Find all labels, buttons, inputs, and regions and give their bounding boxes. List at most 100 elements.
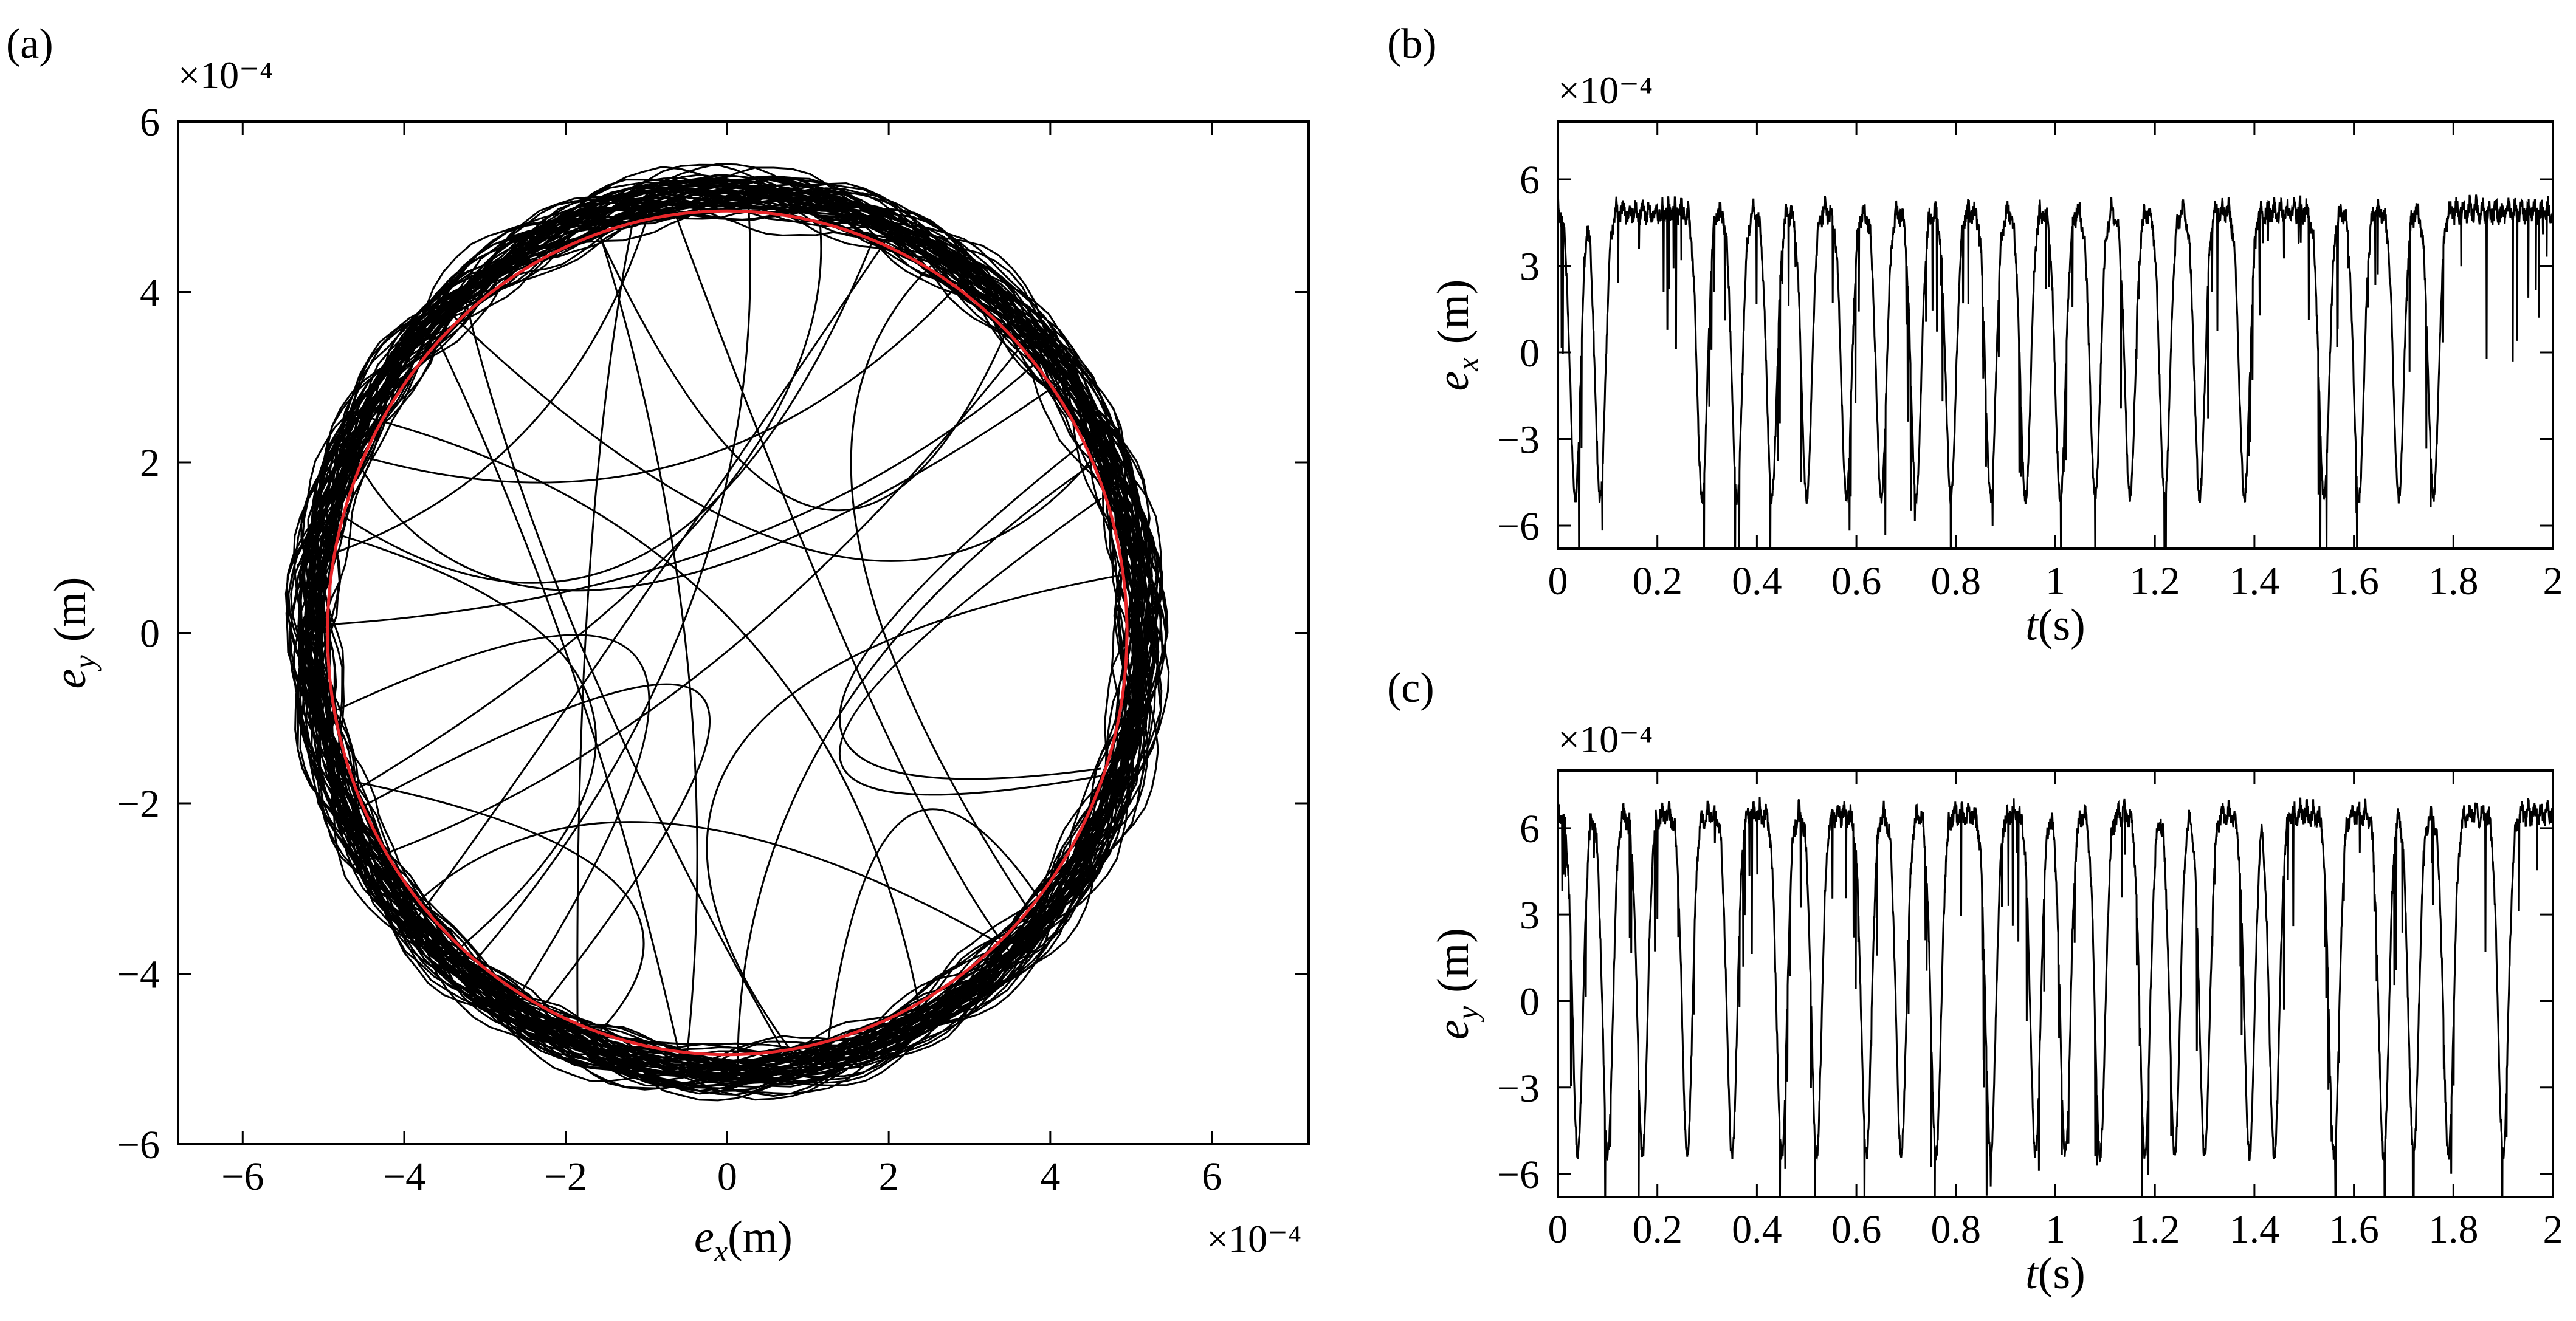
y-label-sub: x — [1450, 357, 1484, 371]
y-axis-label: ey (m) — [1428, 928, 1484, 1040]
x-tick-label: 1.6 — [2329, 559, 2379, 603]
plot-frame — [1557, 120, 2554, 550]
y-tick-label: −6 — [1497, 504, 1540, 549]
trajectory-excursion — [329, 776, 645, 1046]
x-tick-label: 6 — [1202, 1155, 1222, 1199]
y-tick-label: −3 — [1497, 418, 1540, 462]
series-line — [1558, 194, 2553, 549]
x-tick-label: 1.6 — [2329, 1207, 2379, 1252]
trajectory-excursion — [583, 201, 1018, 512]
x-tick-label: 0 — [717, 1155, 737, 1199]
x-tick-label: 1 — [2045, 1207, 2065, 1252]
trajectory-excursion — [467, 190, 751, 970]
y-tick-label: 6 — [140, 100, 160, 145]
x-label-unit: (s) — [2038, 1249, 2085, 1299]
x-tick-label: 0.2 — [1632, 559, 1682, 603]
x-tick-label: 1.8 — [2428, 1207, 2479, 1252]
trajectory-excursion — [317, 527, 597, 970]
y-tick-label: 3 — [1520, 893, 1540, 938]
reference-circle — [326, 209, 1129, 1057]
chart-c: 0 0.2 0.4 0.6 0.8 1 1.2 1.4 1.6 1.8 2 −6 −3 0 3 6 ×10⁻⁴ t… — [1428, 718, 2563, 1299]
x-tick-label: 1.2 — [2130, 559, 2180, 603]
trajectory-excursion — [340, 376, 1069, 592]
x-tick-label: 1.2 — [2130, 1207, 2180, 1252]
trajectory-excursion — [437, 340, 680, 1050]
x-tick-label: 4 — [1040, 1155, 1060, 1199]
trajectory-excursion — [464, 300, 797, 1074]
trajectory-excursion — [296, 184, 658, 566]
y-tick-label: 0 — [140, 612, 160, 656]
x-tick-label: 0.6 — [1831, 559, 1882, 603]
y-multiplier: ×10⁻⁴ — [178, 53, 273, 97]
trajectory-excursion — [295, 352, 1047, 628]
x-tick-label: −2 — [545, 1155, 587, 1199]
x-tick-label: 2 — [2543, 1207, 2563, 1252]
y-axis-label: ex (m) — [1428, 280, 1484, 391]
x-tick-label: −4 — [383, 1155, 425, 1199]
y-tick-label: −6 — [1497, 1153, 1540, 1197]
x-tick-label: 0.8 — [1931, 1207, 1982, 1252]
trajectory-excursion — [706, 571, 1138, 1060]
trajectory-excursion — [737, 448, 1117, 1074]
y-tick-label: 4 — [140, 271, 160, 315]
x-tick-label: 0.6 — [1831, 1207, 1882, 1252]
x-tick-label: −6 — [221, 1155, 264, 1199]
x-tick-label: 1 — [2045, 559, 2065, 603]
x-label-unit: (s) — [2038, 600, 2085, 650]
x-tick-label: 0.2 — [1632, 1207, 1682, 1252]
y-tick-label: 0 — [1520, 980, 1540, 1024]
x-axis-label: t(s) — [2025, 1249, 2085, 1299]
x-tick-label: 0.8 — [1931, 559, 1982, 603]
trajectory-excursion — [825, 808, 1040, 1055]
x-label-unit: (m) — [728, 1212, 793, 1262]
trajectory-excursion — [353, 329, 1035, 866]
x-tick-label: 0 — [1548, 559, 1568, 603]
y-label-var: e — [1428, 1020, 1478, 1040]
trajectory-excursion — [576, 225, 633, 1040]
y-tick-label: 0 — [1520, 331, 1540, 376]
y-multiplier: ×10⁻⁴ — [1558, 718, 1653, 761]
x-tick-label: 0 — [1548, 1207, 1568, 1252]
trajectory-excursion — [333, 243, 873, 584]
trajectory-line — [284, 163, 1170, 1102]
y-tick-label: −6 — [117, 1123, 160, 1167]
x-tick-label: 1.8 — [2428, 559, 2479, 603]
trajectory-excursion — [410, 226, 896, 925]
y-label-sub: y — [1450, 1006, 1484, 1023]
panel-label-a: (a) — [6, 21, 53, 67]
y-tick-label: 2 — [140, 441, 160, 486]
panel-label-c: (c) — [1387, 665, 1434, 712]
series-line — [1558, 797, 2553, 1197]
trajectory-excursion — [337, 634, 650, 1025]
y-tick-label: 3 — [1520, 245, 1540, 289]
trajectory-excursion — [359, 226, 822, 789]
trajectory-excursion — [443, 306, 1109, 562]
x-tick-label: 0.4 — [1732, 559, 1782, 603]
x-axis-label: t(s) — [2025, 600, 2085, 650]
y-tick-label: 6 — [1520, 158, 1540, 202]
x-label-var: t — [2025, 1249, 2039, 1299]
x-tick-label: 1.4 — [2230, 559, 2280, 603]
trajectory-excursion — [838, 497, 1120, 796]
x-multiplier: ×10⁻⁴ — [1207, 1217, 1301, 1260]
panel-label-b: (b) — [1387, 21, 1437, 67]
y-tick-label: −3 — [1497, 1066, 1540, 1111]
trajectory-excursion — [850, 253, 1050, 941]
y-tick-label: 6 — [1520, 807, 1540, 851]
y-axis-label: ey (m) — [46, 577, 102, 689]
y-label-unit: (m) — [1428, 928, 1478, 993]
y-tick-label: −4 — [117, 953, 160, 997]
y-tick-label: −2 — [117, 782, 160, 826]
x-tick-label: 1.4 — [2230, 1207, 2280, 1252]
y-label-var: e — [46, 669, 95, 689]
y-multiplier: ×10⁻⁴ — [1558, 69, 1653, 112]
x-tick-label: 2 — [879, 1155, 899, 1199]
x-label-var: t — [2025, 600, 2039, 650]
plot-frame — [1557, 769, 2554, 1198]
chart-b: 0 0.2 0.4 0.6 0.8 1 1.2 1.4 1.6 1.8 2 −6 −3 0 3 6 ×10⁻⁴ t… — [1428, 69, 2563, 650]
y-label-unit: (m) — [46, 577, 95, 642]
x-tick-label: 2 — [2543, 559, 2563, 603]
trajectory-excursion — [839, 422, 1111, 780]
